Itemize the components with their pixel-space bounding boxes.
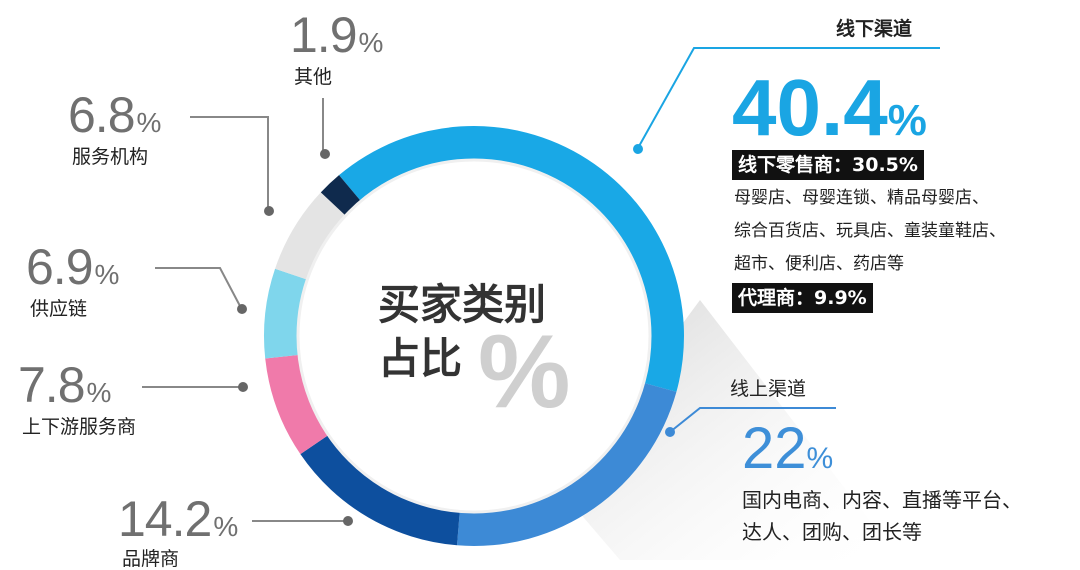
leader-dot-updown — [238, 382, 248, 392]
online-detail-line1: 国内电商、内容、直播等平台、 — [742, 488, 1022, 512]
offline-retail-detail-line2: 综合百货店、玩具店、童装童鞋店、 — [734, 221, 1006, 241]
donut-segment-5 — [275, 192, 346, 280]
online-value: 22 — [742, 416, 807, 481]
label-supply-name: 供应链 — [30, 298, 88, 320]
label-other: 1.9% — [290, 10, 383, 60]
donut-segment-1 — [457, 382, 677, 546]
leader-dot-supply — [237, 304, 247, 314]
offline-retail-badge: 线下零售商：30.5% — [732, 150, 924, 180]
donut-segment-0 — [339, 125, 685, 392]
label-brand: 14.2% — [118, 494, 238, 544]
label-updown: 7.8% — [18, 360, 111, 410]
leader-dot-other — [320, 149, 330, 159]
label-updown-name: 上下游服务商 — [22, 416, 137, 438]
label-service-name: 服务机构 — [72, 146, 149, 168]
leader-supply — [155, 267, 241, 307]
label-brand-sign: % — [213, 511, 239, 542]
online-detail: 国内电商、内容、直播等平台、 达人、团购、团长等 — [742, 484, 1022, 548]
chart-title-line2: 占比 — [378, 334, 463, 383]
label-supply-sign: % — [94, 259, 120, 290]
label-supply: 6.9% — [26, 242, 119, 292]
donut-segment-4 — [264, 268, 308, 359]
leader-dot-offline — [633, 144, 643, 154]
label-other-value: 1.9 — [290, 7, 358, 63]
label-updown-value: 7.8 — [18, 357, 86, 413]
leader-offline — [637, 47, 940, 149]
label-updown-sign: % — [86, 377, 112, 408]
offline-retail-detail-line1: 母婴店、母婴连锁、精品母婴店、 — [734, 188, 989, 208]
donut-segment-3 — [265, 354, 329, 455]
leader-dot-service — [264, 206, 274, 216]
offline-retail-detail: 母婴店、母婴连锁、精品母婴店、 综合百货店、玩具店、童装童鞋店、 超市、便利店、… — [734, 182, 1006, 281]
online-detail-line2: 达人、团购、团长等 — [742, 520, 922, 544]
leader-online — [669, 407, 836, 433]
offline-retail-detail-line3: 超市、便利店、药店等 — [734, 254, 904, 274]
label-brand-value: 14.2 — [118, 491, 212, 547]
donut-segment-6 — [320, 175, 361, 216]
leader-lines — [142, 47, 940, 526]
chart-title-line1: 买家类别 — [378, 280, 547, 329]
label-service-sign: % — [136, 107, 162, 138]
leader-dot-brand — [343, 516, 353, 526]
leader-dot-online — [665, 427, 675, 437]
offline-agent-badge: 代理商：9.9% — [732, 283, 873, 313]
online-sign: % — [806, 442, 834, 475]
offline-title: 线下渠道 — [836, 18, 913, 40]
center-percent-symbol: % — [478, 314, 571, 430]
long-shadow — [560, 300, 900, 560]
label-other-sign: % — [358, 27, 384, 58]
donut-ring — [264, 125, 685, 546]
label-supply-value: 6.9 — [26, 239, 94, 295]
donut-inner-rim — [296, 158, 652, 514]
label-service: 6.8% — [68, 90, 161, 140]
label-other-name: 其他 — [294, 66, 333, 88]
donut-segment-2 — [300, 435, 460, 546]
online-title: 线上渠道 — [730, 378, 807, 400]
offline-percent: 40.4% — [732, 68, 927, 148]
chart-title: 买家类别 占比 — [378, 278, 546, 386]
online-percent: 22% — [742, 420, 833, 478]
leader-service — [190, 116, 269, 208]
offline-value: 40.4 — [732, 63, 888, 152]
offline-sign: % — [887, 96, 927, 145]
donut-hole — [298, 160, 650, 512]
label-brand-name: 品牌商 — [122, 548, 180, 570]
label-service-value: 6.8 — [68, 87, 136, 143]
